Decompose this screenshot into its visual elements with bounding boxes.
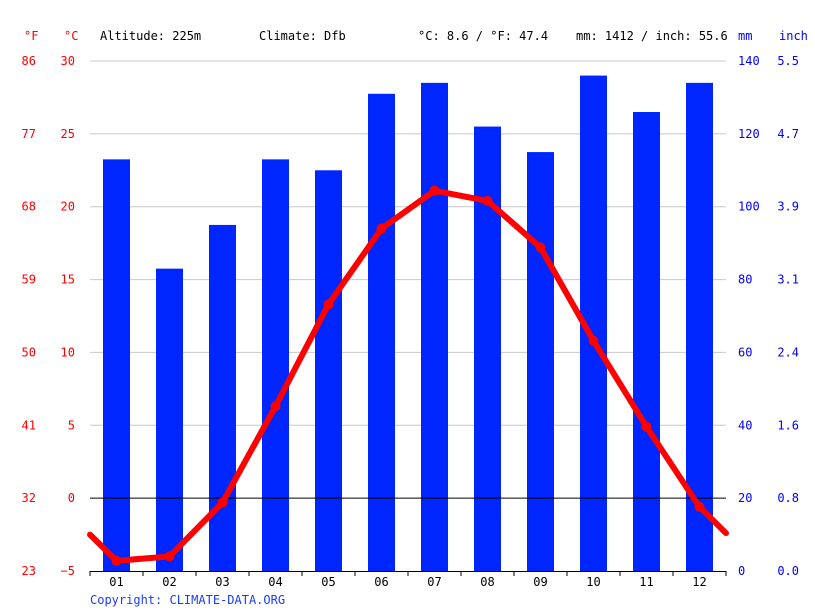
temp-point-05 <box>323 299 334 310</box>
x-tick-label: 09 <box>533 575 547 589</box>
axis-labels: 01 02 03 04 05 06 07 08 09 10 11 123086257720681559… <box>22 54 799 589</box>
temp-point-03 <box>217 497 228 508</box>
x-tick-label: 12 <box>692 575 706 589</box>
x-tick-label: 11 <box>639 575 653 589</box>
precip-bar-02 <box>156 268 183 571</box>
c-tick-label: 10 <box>61 345 75 359</box>
temp-point-10 <box>588 335 599 346</box>
unit-mm-label: mm <box>738 29 752 43</box>
temp-point-02 <box>164 551 175 562</box>
mm-tick-label: 80 <box>738 273 752 287</box>
inch-tick-label: 1.6 <box>777 418 799 432</box>
temp-point-06 <box>376 223 387 234</box>
inch-tick-label: 2.4 <box>777 345 799 359</box>
c-tick-label: 0 <box>68 491 75 505</box>
x-tick-label: 07 <box>427 575 441 589</box>
precip-bar-06 <box>368 93 395 572</box>
precipitation-bars <box>103 75 713 572</box>
grid-lines <box>90 60 726 426</box>
mm-tick-label: 40 <box>738 418 752 432</box>
copyright-link[interactable]: Copyright: CLIMATE-DATA.ORG <box>90 593 285 607</box>
altitude-label: Altitude: 225m <box>100 29 201 43</box>
inch-tick-label: 0.0 <box>777 564 799 578</box>
inch-tick-label: 5.5 <box>777 54 799 68</box>
inch-tick-label: 3.1 <box>777 273 799 287</box>
unit-f-label: °F <box>24 29 38 43</box>
x-tick-label: 06 <box>374 575 388 589</box>
x-tick-label: 01 <box>109 575 123 589</box>
f-tick-label: 77 <box>22 127 36 141</box>
mm-tick-label: 120 <box>738 127 760 141</box>
f-tick-label: 86 <box>22 54 36 68</box>
f-tick-label: 50 <box>22 345 36 359</box>
mm-tick-label: 140 <box>738 54 760 68</box>
precip-bar-07 <box>421 82 448 571</box>
climate-label: Climate: Dfb <box>259 29 346 43</box>
temp-point-04 <box>270 401 281 412</box>
unit-inch-label: inch <box>779 29 808 43</box>
precip-bar-09 <box>527 152 554 572</box>
temp-point-09 <box>535 242 546 253</box>
mm-tick-label: 60 <box>738 345 752 359</box>
axes <box>89 571 727 576</box>
f-tick-label: 59 <box>22 273 36 287</box>
precip-bar-08 <box>474 126 501 572</box>
precip-bar-05 <box>315 170 342 572</box>
x-tick-label: 10 <box>586 575 600 589</box>
temp-point-08 <box>482 195 493 206</box>
c-tick-label: 20 <box>61 200 75 214</box>
precip-bar-03 <box>209 224 236 571</box>
c-tick-label: 30 <box>61 54 75 68</box>
f-tick-label: 41 <box>22 418 36 432</box>
precip-bar-01 <box>103 159 130 571</box>
x-tick-label: 08 <box>480 575 494 589</box>
precip-bar-11 <box>633 112 660 571</box>
avg-temp-label: °C: 8.6 / °F: 47.4 <box>418 29 548 43</box>
f-tick-label: 32 <box>22 491 36 505</box>
x-tick-label: 03 <box>215 575 229 589</box>
f-tick-label: 23 <box>22 564 36 578</box>
c-tick-label: −5 <box>61 564 75 578</box>
precip-bar-04 <box>262 159 289 571</box>
inch-tick-label: 0.8 <box>777 491 799 505</box>
inch-tick-label: 4.7 <box>777 127 799 141</box>
inch-tick-label: 3.9 <box>777 200 799 214</box>
temp-point-11 <box>641 421 652 432</box>
x-tick-label: 02 <box>162 575 176 589</box>
precip-total-label: mm: 1412 / inch: 55.6 <box>576 29 728 43</box>
f-tick-label: 68 <box>22 200 36 214</box>
x-tick-label: 04 <box>268 575 282 589</box>
temperature-polyline <box>87 187 729 564</box>
temperature-line <box>87 185 729 566</box>
temp-point-12 <box>694 501 705 512</box>
mm-tick-label: 100 <box>738 200 760 214</box>
mm-tick-label: 0 <box>738 564 745 578</box>
temp-point-07 <box>429 185 440 196</box>
x-tick-label: 05 <box>321 575 335 589</box>
c-tick-label: 25 <box>61 127 75 141</box>
temp-point-01 <box>111 555 122 566</box>
mm-tick-label: 20 <box>738 491 752 505</box>
unit-c-label: °C <box>64 29 78 43</box>
c-tick-label: 5 <box>68 418 75 432</box>
c-tick-label: 15 <box>61 273 75 287</box>
